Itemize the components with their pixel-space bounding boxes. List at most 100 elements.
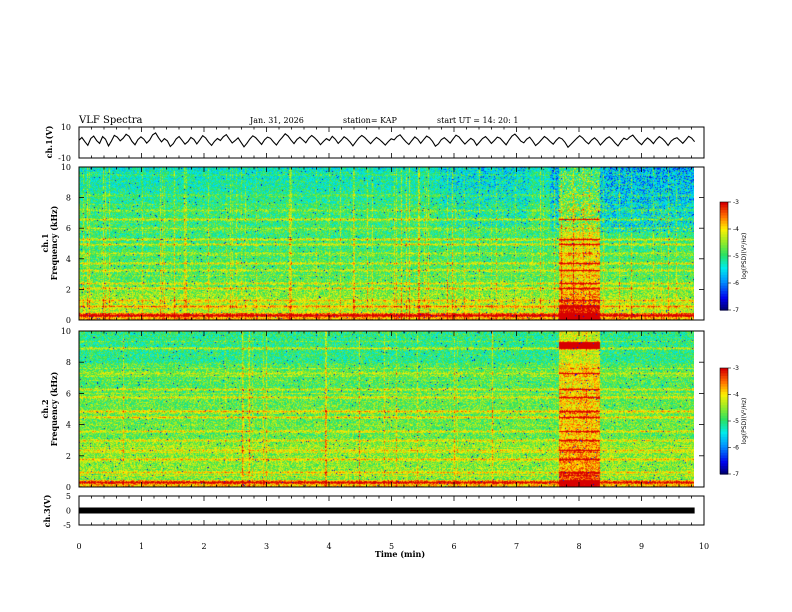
colorbar-segment [720, 288, 728, 292]
ch1-spec-ylabel-channel: ch.1 [40, 233, 50, 252]
colorbar-segment [720, 269, 728, 273]
colorbar-segment [720, 468, 728, 472]
ch1-spectrogram-panel: ch.1 Frequency (kHz) 0 2 4 6 8 10 [40, 163, 705, 325]
colorbar-segment [720, 307, 728, 311]
x-tick-label: 2 [201, 542, 206, 551]
x-tick-label: 4 [326, 542, 331, 551]
colorbar-tick-label: -4 [733, 392, 739, 399]
colorbar-segment [720, 450, 728, 454]
colorbar-segment [720, 207, 728, 211]
ch2-spec-ylabel: Frequency (kHz) [49, 371, 59, 446]
colorbar-segment [720, 296, 728, 300]
colorbar-segment [720, 291, 728, 295]
colorbar-segment [720, 210, 728, 214]
x-tick-label: 3 [264, 542, 269, 551]
ch2-ytick-label: 0 [66, 483, 71, 492]
station-label: station= KAP [343, 116, 398, 125]
ch2-spectrogram-panel: ch.2 Frequency (kHz) 0 2 4 6 8 10 [40, 327, 705, 492]
ch3-ytick-label: 0 [66, 507, 71, 516]
colorbar-segment [720, 466, 728, 470]
colorbar-segment [720, 391, 728, 396]
colorbar-segment [720, 383, 728, 388]
colorbar-segment [720, 264, 728, 268]
colorbar-segment [720, 452, 728, 457]
colorbar-segment [720, 415, 728, 419]
colorbar-segment [720, 463, 728, 467]
ch1-heatmap-container [79, 167, 694, 320]
x-tick-label: 8 [576, 542, 581, 551]
colorbar-segment [720, 428, 728, 433]
colorbar-segment [720, 373, 728, 377]
ch2-ytick-label: 6 [66, 389, 71, 398]
x-tick-label: 7 [514, 542, 519, 551]
colorbar-segment [720, 394, 728, 398]
colorbar-segment [720, 368, 728, 372]
ch1-ytick-bottom: -10 [58, 154, 71, 163]
colorbar-segment [720, 247, 728, 252]
colorbar-segment [720, 471, 728, 475]
colorbar-tick-label: -7 [733, 307, 739, 314]
ch1-heatmap [79, 167, 694, 320]
ch3-ylabel: ch.3(V) [42, 494, 52, 527]
colorbar-segment [720, 442, 728, 446]
colorbar-segment [720, 410, 728, 414]
ch2-colorbar: -3 -4 -5 -6 -7 log(PSD)(V²/Hz) [719, 365, 748, 478]
ch1-ytick-label: 10 [61, 163, 71, 172]
colorbar-tick-label: -6 [733, 445, 739, 452]
colorbar-segment [720, 258, 728, 262]
colorbar-segment [720, 272, 728, 276]
colorbar-segment [720, 436, 728, 441]
x-tick-label: 6 [451, 542, 456, 551]
colorbar-segment [720, 218, 728, 222]
ch2-heatmap-container [79, 331, 694, 487]
colorbar-segment [720, 266, 728, 271]
colorbar-segment [720, 407, 728, 411]
colorbar-segment [720, 261, 728, 265]
ch1-ytick-label: 2 [66, 285, 71, 294]
colorbar-segment [720, 426, 728, 430]
ch2-ytick-label: 10 [61, 327, 71, 336]
time-axis: Time (min) 0 1 2 3 4 5 6 7 8 9 10 [76, 127, 709, 559]
ch2-heatmap [79, 331, 694, 487]
colorbar-segment [720, 220, 728, 225]
colorbar-label: log(PSD)(V²/Hz) [741, 233, 748, 280]
colorbar-segment [720, 237, 728, 241]
colorbar-segment [720, 250, 728, 254]
ch1-ytick-top: 10 [61, 123, 71, 132]
colorbar-segment [720, 418, 728, 422]
colorbar-segment [720, 304, 728, 308]
ch2-ytick-label: 4 [66, 421, 71, 430]
colorbar-segment [720, 231, 728, 235]
colorbar-segment [720, 386, 728, 390]
colorbar-segment [720, 444, 728, 449]
ch1-ylabel: ch.1(V) [44, 125, 54, 158]
colorbar-tick-label: -5 [733, 418, 739, 425]
ch1-ytick-label: 0 [66, 316, 71, 325]
colorbar-tick-label: -4 [733, 226, 739, 233]
x-tick-label: 10 [699, 542, 709, 551]
x-tick-label: 1 [139, 542, 144, 551]
colorbar-segment [720, 280, 728, 284]
colorbar-segment [720, 283, 728, 287]
ch1-ytick-label: 8 [66, 194, 71, 203]
colorbar-segment [720, 447, 728, 451]
colorbar-segment [720, 378, 728, 382]
colorbar-segment [720, 253, 728, 257]
ch1-ytick-label: 4 [66, 255, 71, 264]
colorbar-segment [720, 202, 728, 206]
colorbar-segment [720, 234, 728, 238]
colorbar-segment [720, 256, 728, 260]
colorbar-segment [720, 229, 728, 233]
colorbar-segment [720, 239, 728, 244]
colorbar-segment [720, 413, 728, 417]
colorbar-segment [720, 405, 728, 409]
colorbar-label: log(PSD)(V²/Hz) [741, 398, 748, 445]
colorbar-segment [720, 301, 728, 306]
colorbar-segment [720, 381, 728, 385]
colorbar-segment [720, 226, 728, 230]
colorbar-segment [720, 402, 728, 406]
start-ut-label: start UT = 14: 20: 1 [437, 116, 518, 125]
colorbar-segment [720, 204, 728, 208]
colorbar-segment [720, 455, 728, 459]
